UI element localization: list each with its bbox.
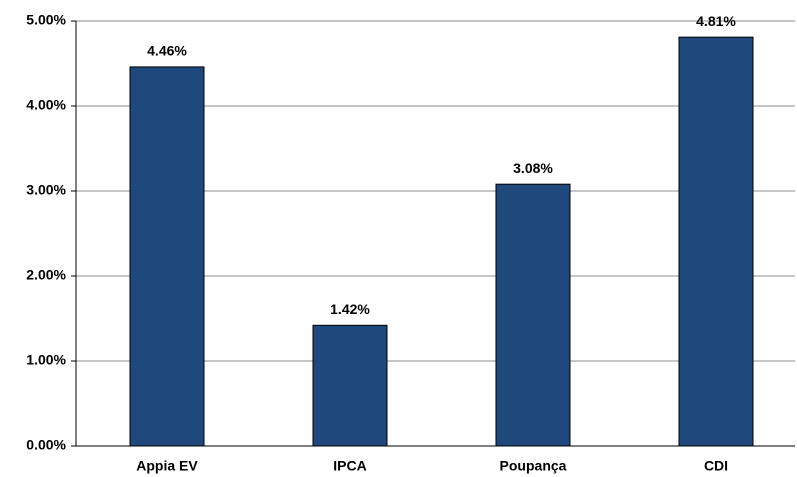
y-tick-label: 0.00% <box>26 437 66 453</box>
bar <box>495 183 571 447</box>
x-tick-label: CDI <box>704 458 728 474</box>
bar <box>678 36 754 447</box>
value-label: 4.46% <box>147 43 187 59</box>
y-tick-label: 4.00% <box>26 97 66 113</box>
x-tick-label: IPCA <box>333 458 366 474</box>
value-label: 4.81% <box>696 13 736 29</box>
y-tick-label: 5.00% <box>26 12 66 28</box>
y-tick-label: 3.00% <box>26 182 66 198</box>
bar <box>312 324 388 447</box>
x-tick-label: Appia EV <box>136 458 198 474</box>
x-tick-label: Poupança <box>500 458 567 474</box>
y-tick-label: 1.00% <box>26 352 66 368</box>
value-label: 3.08% <box>513 160 553 176</box>
y-tick-label: 2.00% <box>26 267 66 283</box>
bar <box>129 66 205 447</box>
value-label: 1.42% <box>330 301 370 317</box>
